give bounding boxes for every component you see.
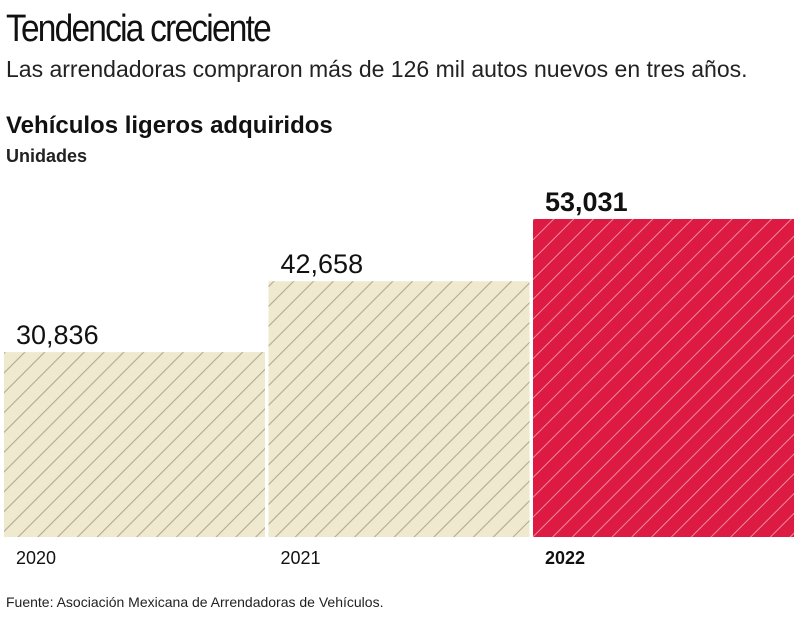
bar-2022 xyxy=(533,219,794,537)
bar-2020 xyxy=(4,352,265,537)
headline: Tendencia creciente xyxy=(6,8,272,50)
subheadline: Las arrendadoras compraron más de 126 mi… xyxy=(6,56,748,82)
x-tick-label-2021: 2021 xyxy=(281,548,321,568)
y-axis-label: Unidades xyxy=(6,146,88,166)
source-note: Fuente: Asociación Mexicana de Arrendado… xyxy=(6,594,384,610)
bar-2021 xyxy=(268,281,530,537)
chart-title: Vehículos ligeros adquiridos xyxy=(6,112,333,139)
data-label-2020: 30,836 xyxy=(16,320,99,350)
data-label-2021: 42,658 xyxy=(281,249,364,279)
data-label-2022: 53,031 xyxy=(545,187,628,217)
x-tick-label-2022: 2022 xyxy=(545,548,585,568)
x-tick-label-2020: 2020 xyxy=(16,548,56,568)
